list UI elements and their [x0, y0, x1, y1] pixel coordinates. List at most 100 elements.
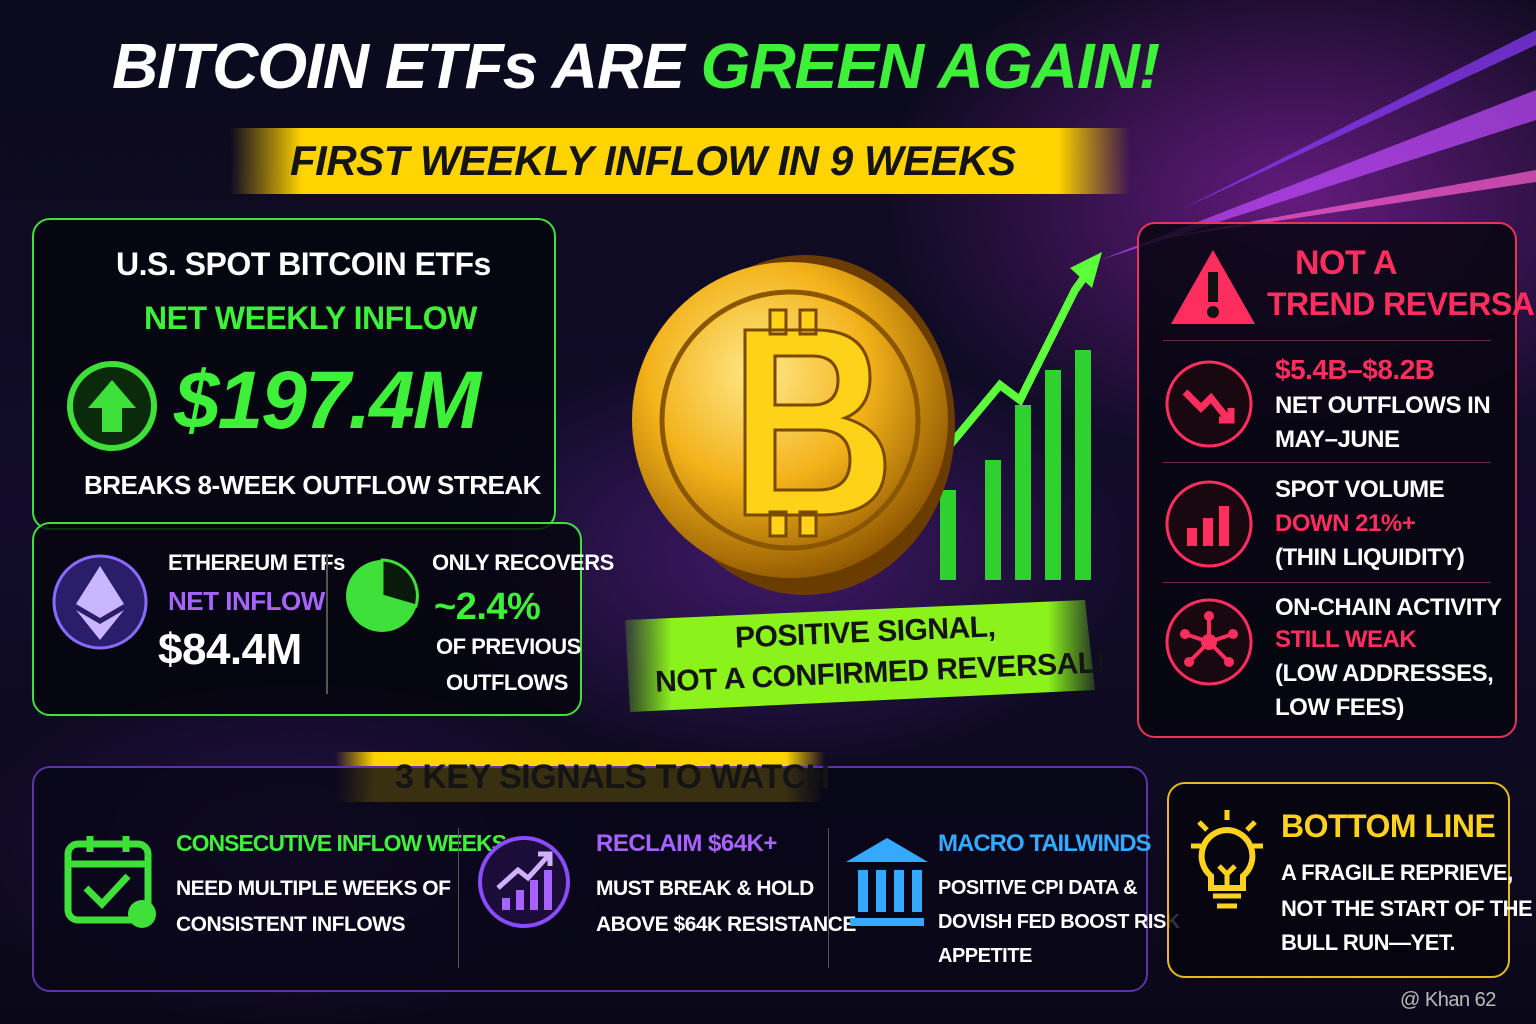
- icon-bars: [1187, 506, 1229, 546]
- warning-panel: NOT A TREND REVERSAL $5.4B–$8.2B NET OUT…: [1137, 222, 1536, 738]
- signal-title: MACRO TAILWINDS: [938, 830, 1152, 857]
- icon-cal: [64, 840, 152, 924]
- bottom-title: BOTTOM LINE: [1281, 808, 1496, 844]
- signals-title: 3 KEY SIGNALS TO WATCH: [395, 758, 830, 796]
- btc-panel: U.S. SPOT BITCOIN ETFs NET WEEKLY INFLOW…: [32, 218, 556, 530]
- warning-icon: [1171, 250, 1255, 324]
- signal-text: APPETITE: [938, 945, 1032, 967]
- watermark: @ Khan 62: [1400, 989, 1496, 1011]
- signal-text: POSITIVE CPI DATA &: [938, 877, 1138, 899]
- btc-note: BREAKS 8-WEEK OUTFLOW STREAK: [84, 470, 541, 500]
- icon-arrow: [496, 851, 553, 890]
- subtitle-banner: [230, 128, 1130, 194]
- network-icon: [1165, 598, 1253, 686]
- bottom-text: NOT THE START OF THE: [1281, 896, 1533, 921]
- up-icon: [67, 361, 157, 451]
- streak: [1100, 90, 1536, 260]
- icon-arrow: [88, 380, 136, 432]
- chart-bars: [940, 350, 1091, 580]
- icon-dot: [1207, 306, 1219, 318]
- recovery-line: ONLY RECOVERS: [432, 550, 614, 575]
- signal-text: CONSISTENT INFLOWS: [176, 913, 406, 936]
- title-green: GREEN AGAIN!: [700, 30, 1161, 102]
- pie-icon: [346, 558, 419, 632]
- signal-text: MUST BREAK & HOLD: [596, 877, 814, 900]
- warning-text: SPOT VOLUME: [1275, 476, 1445, 503]
- warning-text: ON-CHAIN ACTIVITY: [1275, 594, 1502, 621]
- icon-down: [1182, 389, 1235, 424]
- bottom-text: BULL RUN—YET.: [1281, 930, 1456, 955]
- bar: [1075, 350, 1091, 580]
- icon-roof: [846, 838, 928, 926]
- icon-eth: [76, 566, 124, 640]
- warning-text: (LOW ADDRESSES,: [1275, 660, 1494, 687]
- divider: [1163, 582, 1491, 583]
- trend-arrow: [946, 259, 1099, 448]
- icon-nodes: [1180, 611, 1238, 667]
- eth-label: NET INFLOW: [168, 586, 325, 616]
- bottom-text: A FRAGILE REPRIEVE,: [1281, 860, 1513, 885]
- signal-text: ABOVE $64K RESISTANCE: [596, 913, 856, 936]
- recovery-percent: ~2.4%: [434, 586, 541, 628]
- title-white: BITCOIN ETFs ARE: [112, 30, 685, 102]
- divider: [1163, 340, 1491, 341]
- bitcoin-coin: [632, 255, 955, 595]
- coin-ring: [659, 289, 921, 551]
- eth-icon: [52, 554, 148, 650]
- recovery-line: OUTFLOWS: [446, 670, 568, 695]
- bar: [985, 460, 1001, 580]
- divider: [326, 554, 328, 694]
- icon-check: [68, 836, 148, 910]
- volume-icon: [1165, 480, 1253, 568]
- bottom-panel: BOTTOM LINE A FRAGILE REPRIEVE, NOT THE …: [1167, 782, 1533, 978]
- subtitle: FIRST WEEKLY INFLOW IN 9 WEEKS: [290, 137, 1016, 184]
- signal-text: NEED MULTIPLE WEEKS OF: [176, 877, 451, 900]
- signal-banner: [625, 600, 1095, 712]
- eth-amount: $84.4M: [158, 625, 302, 674]
- bulb-icon: [1191, 810, 1263, 909]
- icon-links: [1184, 616, 1234, 664]
- signal-title: CONSECUTIVE INFLOW WEEKS: [176, 830, 507, 856]
- warning-figure: DOWN 21%+: [1275, 510, 1416, 537]
- warning-text: (THIN LIQUIDITY): [1275, 544, 1465, 571]
- signals-panel: CONSECUTIVE INFLOW WEEKS NEED MULTIPLE W…: [32, 766, 1180, 992]
- icon-rays: [1191, 810, 1263, 909]
- bank-icon: [846, 838, 928, 926]
- icon-bulb: [1198, 826, 1256, 891]
- bar: [1015, 405, 1031, 580]
- icon-bars: [502, 870, 552, 910]
- icon-circle: [478, 836, 570, 928]
- btc-heading: U.S. SPOT BITCOIN ETFs: [116, 246, 491, 282]
- signal-title: RECLAIM $64K+: [596, 830, 777, 857]
- coin-symbol: [743, 308, 887, 538]
- icon-badge: [128, 900, 156, 928]
- divider: [1163, 462, 1491, 463]
- btc-amount: $197.4M: [174, 355, 481, 446]
- icon-columns: [858, 870, 922, 912]
- divider: [828, 828, 829, 968]
- warning-text: LOW FEES): [1275, 694, 1404, 721]
- divider: [458, 828, 459, 968]
- outflow-icon: [1165, 360, 1253, 448]
- icon-slice: [380, 558, 419, 608]
- warning-figure: STILL WEAK: [1275, 626, 1417, 653]
- warning-figure: $5.4B–$8.2B: [1275, 354, 1435, 385]
- icon-bang: [1208, 272, 1218, 302]
- title: BITCOIN ETFs ARE GREEN AGAIN!: [112, 34, 1160, 98]
- btc-label: NET WEEKLY INFLOW: [144, 300, 477, 336]
- bar: [1045, 370, 1061, 580]
- warning-text: NET OUTFLOWS IN: [1275, 392, 1491, 419]
- eth-heading: ETHEREUM ETFs: [168, 550, 345, 575]
- growth-icon: [478, 836, 570, 928]
- warning-text: MAY–JUNE: [1275, 426, 1400, 453]
- warning-title: TREND REVERSAL: [1267, 286, 1536, 322]
- bar: [940, 490, 956, 580]
- warning-title: NOT A: [1295, 244, 1398, 282]
- calendar-icon: [64, 836, 156, 928]
- signal-text: DOVISH FED BOOST RISK: [938, 911, 1180, 933]
- streak: [1180, 30, 1536, 210]
- recovery-line: OF PREVIOUS: [436, 634, 581, 659]
- arrow-head: [1070, 252, 1102, 288]
